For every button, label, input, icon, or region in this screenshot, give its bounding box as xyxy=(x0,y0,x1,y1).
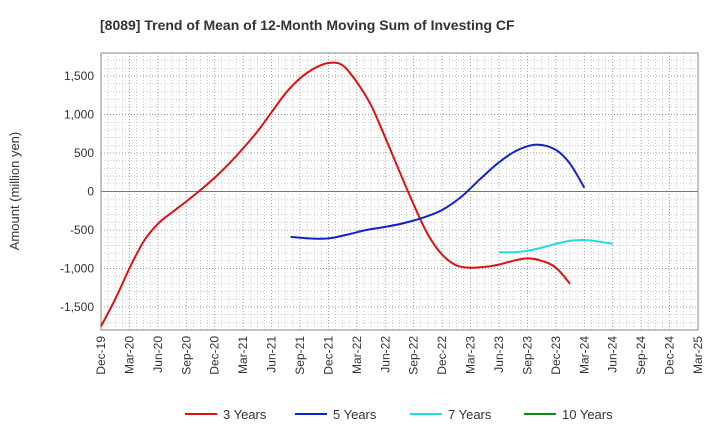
legend-label-10-years: 10 Years xyxy=(562,407,613,422)
x-tick-label: Dec-20 xyxy=(208,336,222,375)
x-tick-label: Mar-23 xyxy=(464,336,478,374)
x-tick-label: Mar-21 xyxy=(236,336,250,374)
x-tick-label: Sep-20 xyxy=(179,336,193,375)
x-tick-label: Mar-24 xyxy=(577,336,591,374)
x-tick-label: Dec-24 xyxy=(663,336,677,375)
x-tick-label: Mar-25 xyxy=(691,336,705,374)
x-tick-label: Mar-22 xyxy=(350,336,364,374)
y-tick-label: 1,000 xyxy=(64,108,94,122)
legend: 3 Years 5 Years 7 Years 10 Years xyxy=(185,407,613,422)
plot-area xyxy=(100,52,699,331)
y-axis: 1,500 1,000 500 0 -500 -1,000 -1,500 xyxy=(60,69,94,314)
series-line-5-years xyxy=(290,143,586,240)
x-tick-label: Dec-19 xyxy=(94,336,108,375)
series-line-3-years xyxy=(100,61,571,327)
y-tick-label: -1,000 xyxy=(60,261,94,275)
x-tick-label: Sep-23 xyxy=(520,336,534,375)
y-tick-label: 0 xyxy=(87,185,94,199)
grid xyxy=(100,53,699,330)
legend-label-7-years: 7 Years xyxy=(448,407,492,422)
series-line-7-years xyxy=(498,238,613,254)
y-tick-label: 500 xyxy=(74,146,94,160)
x-tick-label: Jun-22 xyxy=(378,336,392,373)
x-tick-label: Dec-23 xyxy=(549,336,563,375)
x-tick-label: Jun-24 xyxy=(606,336,620,373)
x-tick-label: Dec-22 xyxy=(435,336,449,375)
x-tick-label: Dec-21 xyxy=(321,336,335,375)
x-tick-label: Sep-21 xyxy=(293,336,307,375)
x-tick-label: Jun-21 xyxy=(265,336,279,373)
x-tick-label: Sep-24 xyxy=(634,336,648,375)
chart-title: [8089] Trend of Mean of 12-Month Moving … xyxy=(100,17,515,33)
x-tick-label: Jun-20 xyxy=(151,336,165,373)
legend-label-5-years: 5 Years xyxy=(333,407,377,422)
y-axis-label: Amount (million yen) xyxy=(7,132,22,251)
legend-label-3-years: 3 Years xyxy=(223,407,267,422)
x-tick-label: Jun-23 xyxy=(492,336,506,373)
y-tick-label: -1,500 xyxy=(60,300,94,314)
x-axis: Dec-19 Mar-20 Jun-20 Sep-20 Dec-20 Mar-21 Jun-… xyxy=(94,336,705,375)
x-tick-label: Sep-22 xyxy=(407,336,421,375)
y-tick-label: 1,500 xyxy=(64,69,94,83)
series-group xyxy=(100,61,613,327)
y-tick-label: -500 xyxy=(70,223,94,237)
x-tick-label: Mar-20 xyxy=(122,336,136,374)
